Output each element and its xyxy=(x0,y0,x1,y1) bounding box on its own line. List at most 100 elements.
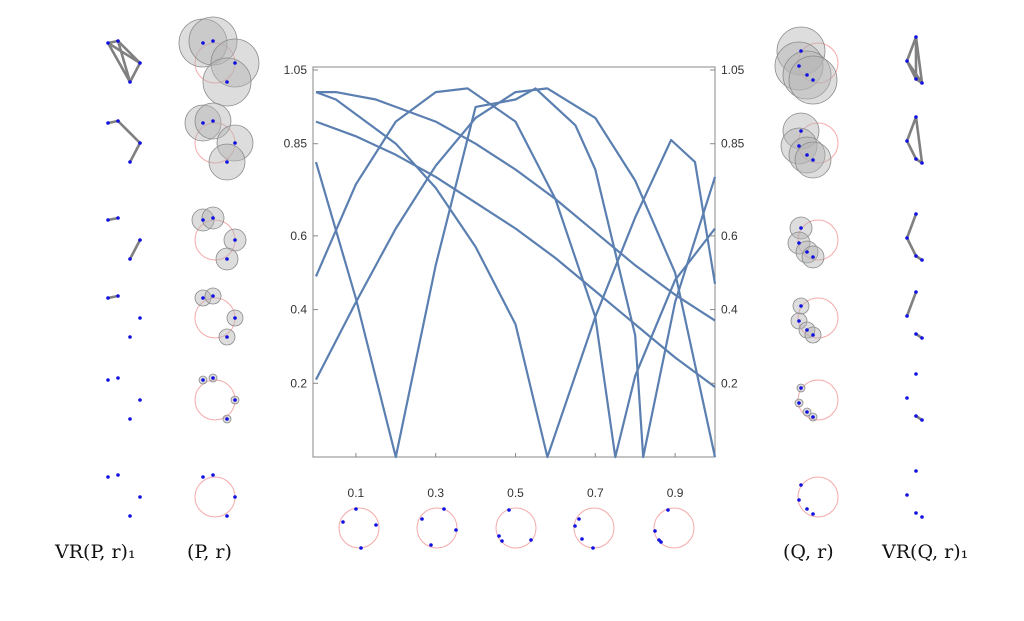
reference-circle xyxy=(797,476,839,518)
x-tick-label: 0.3 xyxy=(427,486,444,500)
sample-point xyxy=(233,61,237,65)
sample-point xyxy=(811,158,815,162)
sample-point xyxy=(591,546,595,550)
sample-point xyxy=(666,508,670,512)
distance-chart: 0.1 0.3 0.5 0.7 0.9 0.2 0.2 0.4 0.4 0.6 0.6 0.85 0.8… xyxy=(284,63,745,500)
q-ball-unions xyxy=(774,26,839,518)
chart-frame xyxy=(312,66,716,458)
vr-vertex xyxy=(905,493,909,497)
sample-point xyxy=(429,543,433,547)
sample-point xyxy=(341,520,345,524)
y-tick-label-left: 0.4 xyxy=(290,303,307,317)
q-r-label: (Q, r) xyxy=(783,541,834,563)
sample-point xyxy=(811,78,815,82)
sample-circle xyxy=(653,507,695,549)
vr-edge xyxy=(128,61,142,84)
vr-vertex xyxy=(914,157,918,161)
x-tick-label: 0.1 xyxy=(348,486,365,500)
sample-point xyxy=(799,49,803,53)
sample-point xyxy=(233,398,237,402)
sample-point xyxy=(233,316,237,320)
vr-edge xyxy=(116,119,142,145)
vr-q-label: VR(Q, r)₁ xyxy=(882,541,969,563)
sample-point xyxy=(211,294,215,298)
sample-point xyxy=(799,226,803,230)
vr-edge xyxy=(914,115,924,165)
sample-point xyxy=(225,257,229,261)
sample-point xyxy=(805,250,809,254)
sample-point xyxy=(799,386,803,390)
vr-edge xyxy=(128,238,142,261)
vr-p-complexes xyxy=(106,39,142,518)
vr-vertex xyxy=(914,115,918,119)
sample-point xyxy=(811,255,815,259)
sample-point xyxy=(225,160,229,164)
vr-edge xyxy=(905,35,918,63)
sample-point xyxy=(811,512,815,516)
vr-vertex xyxy=(128,335,132,339)
vr-vertex xyxy=(138,238,142,242)
reference-circle xyxy=(797,42,839,84)
curve-series xyxy=(314,87,717,459)
vr-vertex xyxy=(138,61,142,65)
vr-q-complexes xyxy=(905,35,924,519)
sample-circle xyxy=(338,507,380,549)
vr-vertex xyxy=(116,119,120,123)
sample-point xyxy=(797,319,801,323)
sample-point xyxy=(233,238,237,242)
sample-circle xyxy=(416,507,458,549)
sample-point xyxy=(225,335,229,339)
vr-vertex xyxy=(914,469,918,473)
sample-point xyxy=(211,473,215,477)
vr-vertex xyxy=(116,39,120,43)
vr-vertex xyxy=(138,495,142,499)
sample-point xyxy=(497,534,501,538)
sample-point xyxy=(805,410,809,414)
p-r-label: (P, r) xyxy=(187,541,232,563)
curve-line xyxy=(315,120,716,388)
sample-point xyxy=(500,539,504,543)
vr-vertex xyxy=(914,511,918,515)
vr-vertex xyxy=(106,218,110,222)
vr-vertex xyxy=(914,290,918,294)
x-tick-label: 0.9 xyxy=(667,486,684,500)
curve-line xyxy=(316,91,716,322)
sample-point xyxy=(573,524,577,528)
vr-vertex xyxy=(138,141,142,145)
sample-point xyxy=(811,333,815,337)
sample-point xyxy=(799,304,803,308)
vr-vertex xyxy=(116,216,120,220)
y-tick-label-left: 0.85 xyxy=(284,137,308,151)
sample-point xyxy=(507,508,511,512)
vr-vertex xyxy=(128,80,132,84)
vr-vertex xyxy=(116,294,120,298)
vr-edge xyxy=(128,141,142,164)
y-tick-label-right: 0.4 xyxy=(721,303,738,317)
vr-vertex xyxy=(914,212,918,216)
sample-point xyxy=(799,483,803,487)
vr-vertex xyxy=(106,296,110,300)
vr-vertex xyxy=(914,77,918,81)
vr-vertex xyxy=(920,81,924,85)
p-ball-unions xyxy=(178,16,260,518)
vr-vertex xyxy=(106,378,110,382)
y-tick-label-right: 0.6 xyxy=(721,229,738,243)
vr-vertex xyxy=(138,398,142,402)
vr-vertex xyxy=(920,515,924,519)
sample-point xyxy=(225,514,229,518)
vr-vertex xyxy=(128,257,132,261)
vr-edge xyxy=(905,139,918,161)
sample-point xyxy=(805,153,809,157)
y-tick-label-left: 1.05 xyxy=(284,63,308,77)
sample-point xyxy=(659,540,663,544)
sample-point xyxy=(797,241,801,245)
sample-point xyxy=(201,121,205,125)
sample-point xyxy=(797,401,801,405)
sample-point xyxy=(354,507,358,511)
sample-point xyxy=(211,216,215,220)
vr-edge xyxy=(905,236,918,258)
vr-edge xyxy=(905,290,918,318)
sample-point xyxy=(201,296,205,300)
vr-vertex xyxy=(905,314,909,318)
